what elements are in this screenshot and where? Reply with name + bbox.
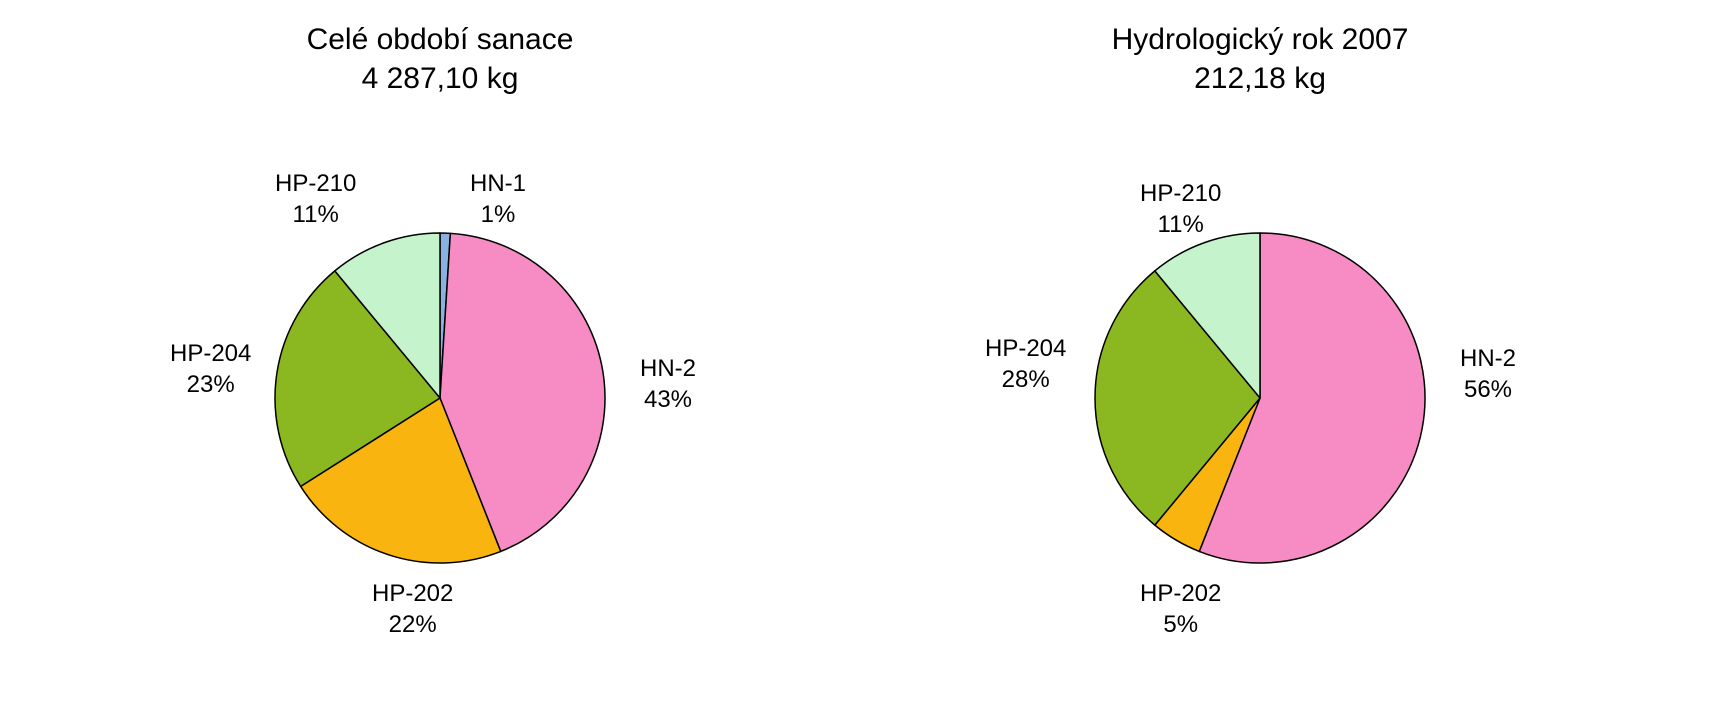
chart-left-label-percent: 22% <box>389 611 437 638</box>
chart-right-label-percent: 5% <box>1163 611 1198 638</box>
chart-right-label-hp-210: HP-210 11% <box>1140 178 1221 240</box>
chart-right-label-percent: 56% <box>1464 376 1512 403</box>
chart-right-label-name: HN-2 <box>1460 345 1516 372</box>
chart-left-label-name: HP-210 <box>275 170 356 197</box>
chart-right-label-percent: 28% <box>1002 366 1050 393</box>
chart-left-label-hn-2: HN-2 43% <box>640 353 696 415</box>
chart-left-label-name: HN-1 <box>470 170 526 197</box>
chart-left-label-percent: 43% <box>644 386 692 413</box>
chart-right-container: Hydrologický rok 2007 212,18 kg HN-256%H… <box>960 20 1560 638</box>
chart-left-label-name: HN-2 <box>640 355 696 382</box>
chart-right-title-line2: 212,18 kg <box>1194 62 1326 95</box>
chart-left-pie-area: HN-1 1% HN-2 43% HP-202 22% HP-204 23% HP-210 11% <box>140 138 740 638</box>
chart-left-label-percent: 11% <box>293 201 339 228</box>
chart-left-label-hp-202: HP-202 22% <box>372 578 453 640</box>
chart-right-pie-area: HN-2 56% HP-202 5% HP-204 28% HP-210 11% <box>960 138 1560 638</box>
chart-left-label-hp-210: HP-210 11% <box>275 168 356 230</box>
chart-right-label-name: HP-210 <box>1140 180 1221 207</box>
chart-left-title-line2: 4 287,10 kg <box>362 62 519 95</box>
chart-right-title: Hydrologický rok 2007 212,18 kg <box>1112 20 1409 98</box>
chart-left-label-percent: 23% <box>187 371 235 398</box>
chart-left-label-percent: 1% <box>481 201 516 228</box>
chart-left-label-hp-204: HP-204 23% <box>170 338 251 400</box>
chart-right-label-name: HP-204 <box>985 335 1066 362</box>
chart-left-label-name: HP-202 <box>372 580 453 607</box>
chart-right-label-hp-204: HP-204 28% <box>985 333 1066 395</box>
chart-left-label-hn-1: HN-1 1% <box>470 168 526 230</box>
chart-left-title-line1: Celé období sanace <box>307 23 574 56</box>
chart-right-label-hn-2: HN-2 56% <box>1460 343 1516 405</box>
chart-left-title: Celé období sanace 4 287,10 kg <box>307 20 574 98</box>
chart-right-label-percent: 11% <box>1158 211 1204 238</box>
chart-left-label-name: HP-204 <box>170 340 251 367</box>
chart-right-label-name: HP-202 <box>1140 580 1221 607</box>
chart-left-container: Celé období sanace 4 287,10 kg HN-11%HN-… <box>140 20 740 638</box>
chart-right-title-line1: Hydrologický rok 2007 <box>1112 23 1409 56</box>
chart-right-label-hp-202: HP-202 5% <box>1140 578 1221 640</box>
